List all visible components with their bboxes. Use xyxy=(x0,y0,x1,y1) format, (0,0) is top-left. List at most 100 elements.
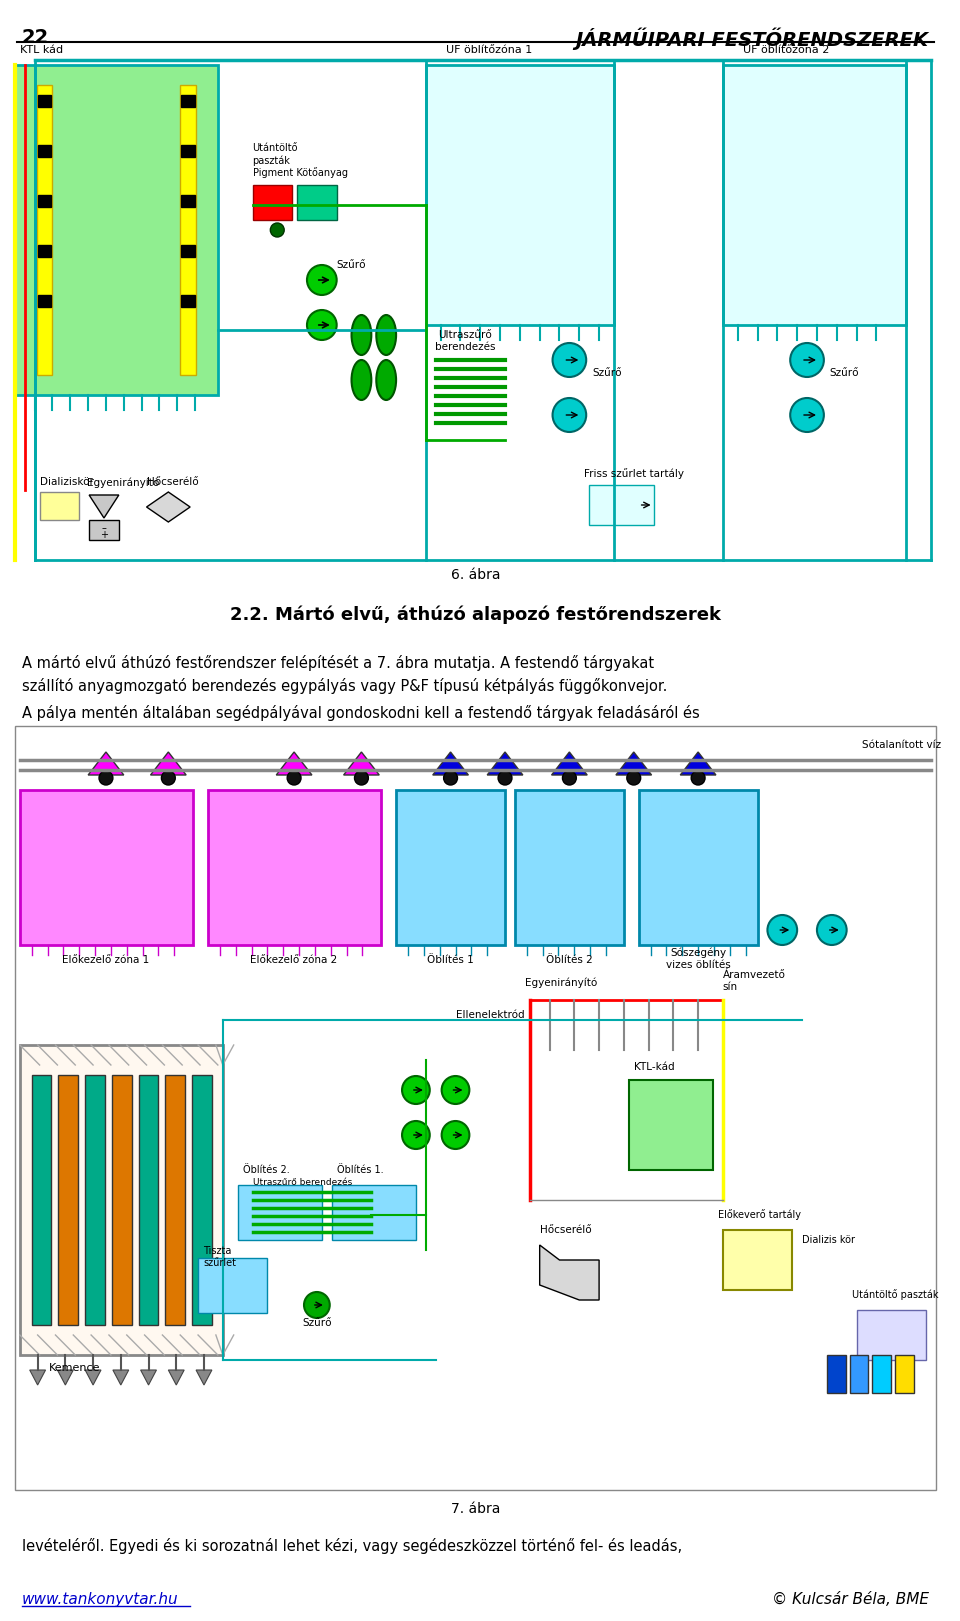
Polygon shape xyxy=(192,1075,212,1324)
Circle shape xyxy=(354,772,369,785)
Polygon shape xyxy=(616,752,652,775)
Ellipse shape xyxy=(376,314,396,355)
Polygon shape xyxy=(181,195,195,207)
Text: Előkeverő tartály: Előkeverő tartály xyxy=(718,1209,801,1221)
Polygon shape xyxy=(723,65,906,324)
Circle shape xyxy=(498,772,512,785)
Polygon shape xyxy=(37,195,52,207)
Polygon shape xyxy=(180,84,196,374)
Circle shape xyxy=(442,1076,469,1104)
Circle shape xyxy=(691,772,705,785)
Polygon shape xyxy=(89,520,119,540)
Circle shape xyxy=(444,772,458,785)
Text: Hőcserélő: Hőcserélő xyxy=(540,1225,591,1235)
Polygon shape xyxy=(181,245,195,258)
Text: paszták: paszták xyxy=(252,156,290,165)
Text: Utántöltő paszták: Utántöltő paszták xyxy=(852,1289,938,1300)
Text: Utraszűrő berendezés: Utraszűrő berendezés xyxy=(252,1178,351,1187)
Polygon shape xyxy=(37,144,52,157)
Polygon shape xyxy=(433,752,468,775)
Polygon shape xyxy=(895,1355,914,1392)
Text: 7. ábra: 7. ábra xyxy=(450,1503,500,1516)
Circle shape xyxy=(442,1122,469,1149)
Text: Szűrő: Szűrő xyxy=(592,368,622,378)
Text: Ellenelektród: Ellenelektród xyxy=(455,1010,524,1020)
Circle shape xyxy=(161,772,176,785)
Polygon shape xyxy=(181,144,195,157)
Polygon shape xyxy=(856,1310,925,1360)
Text: Előkezelő zóna 2: Előkezelő zóna 2 xyxy=(251,955,338,964)
Polygon shape xyxy=(396,789,505,945)
Polygon shape xyxy=(37,245,52,258)
Polygon shape xyxy=(589,485,654,525)
Polygon shape xyxy=(112,1075,132,1324)
Text: Utántöltő: Utántöltő xyxy=(252,143,298,152)
Text: Előkezelő zóna 1: Előkezelő zóna 1 xyxy=(62,955,150,964)
Circle shape xyxy=(402,1122,430,1149)
Circle shape xyxy=(271,224,284,237)
Text: Szűrő: Szűrő xyxy=(337,259,366,271)
Polygon shape xyxy=(181,295,195,306)
Text: 2.2. Mártó elvű, áthúzó alapozó festőrendszerek: 2.2. Mártó elvű, áthúzó alapozó festőren… xyxy=(229,605,721,624)
Text: Dializis kör: Dializis kör xyxy=(803,1235,855,1245)
Polygon shape xyxy=(181,96,195,107)
Polygon shape xyxy=(85,1075,105,1324)
Polygon shape xyxy=(238,1185,322,1240)
Text: A pálya mentén általában segédpályával gondoskodni kell a festendő tárgyak felad: A pálya mentén általában segédpályával g… xyxy=(22,705,700,721)
Polygon shape xyxy=(30,1370,45,1384)
Text: Dializiskör: Dializiskör xyxy=(39,477,93,486)
Text: Pigment Kötőanyag: Pigment Kötőanyag xyxy=(252,167,348,178)
Ellipse shape xyxy=(351,360,372,400)
Text: Öblítés 2.: Öblítés 2. xyxy=(243,1165,289,1175)
Polygon shape xyxy=(140,1370,156,1384)
Polygon shape xyxy=(681,752,716,775)
Polygon shape xyxy=(113,1370,129,1384)
Text: levételéről. Egyedi és ki sorozatnál lehet kézi, vagy segédeszközzel történő fel: levételéről. Egyedi és ki sorozatnál leh… xyxy=(22,1538,682,1555)
Polygon shape xyxy=(850,1355,869,1392)
Polygon shape xyxy=(37,96,52,107)
Text: 22: 22 xyxy=(22,28,49,47)
Polygon shape xyxy=(629,1080,713,1170)
Text: Áramvezető
sín: Áramvezető sín xyxy=(723,969,785,992)
Text: www.tankonyvtar.hu: www.tankonyvtar.hu xyxy=(22,1592,179,1606)
Polygon shape xyxy=(552,752,588,775)
Text: Kemence: Kemence xyxy=(49,1363,100,1373)
Polygon shape xyxy=(59,1075,78,1324)
Circle shape xyxy=(563,772,576,785)
Circle shape xyxy=(304,1292,329,1318)
Polygon shape xyxy=(36,84,53,374)
Text: Sószegény
vizes öblítés: Sószegény vizes öblítés xyxy=(665,948,731,969)
Polygon shape xyxy=(20,1046,223,1355)
Circle shape xyxy=(790,399,824,433)
Text: Egyenirányító: Egyenirányító xyxy=(525,977,597,989)
Circle shape xyxy=(307,310,337,340)
Polygon shape xyxy=(165,1075,185,1324)
Text: KTL kád: KTL kád xyxy=(20,45,63,55)
Polygon shape xyxy=(138,1075,158,1324)
Polygon shape xyxy=(540,1245,599,1300)
Circle shape xyxy=(553,344,587,378)
Polygon shape xyxy=(20,789,193,945)
Polygon shape xyxy=(515,789,624,945)
Text: szállító anyagmozgató berendezés egypályás vagy P&F típusú kétpályás függőkonvej: szállító anyagmozgató berendezés egypály… xyxy=(22,678,667,694)
Polygon shape xyxy=(168,1370,184,1384)
Polygon shape xyxy=(344,752,379,775)
Polygon shape xyxy=(39,493,80,520)
Circle shape xyxy=(790,344,824,378)
Text: Friss szűrlet tartály: Friss szűrlet tartály xyxy=(585,468,684,478)
Text: Öblítés 1: Öblítés 1 xyxy=(427,955,474,964)
Text: Szűrő: Szűrő xyxy=(829,368,859,378)
Text: JÁRMŰIPARI FESTŐRENDSZEREK: JÁRMŰIPARI FESTŐRENDSZEREK xyxy=(576,28,929,50)
Polygon shape xyxy=(332,1185,416,1240)
Polygon shape xyxy=(638,789,757,945)
Circle shape xyxy=(307,264,337,295)
Ellipse shape xyxy=(376,360,396,400)
Text: Öblítés 2: Öblítés 2 xyxy=(546,955,592,964)
Polygon shape xyxy=(196,1370,212,1384)
Text: Ultraszűrő
berendezés: Ultraszűrő berendezés xyxy=(435,331,495,352)
Polygon shape xyxy=(827,1355,846,1392)
Circle shape xyxy=(402,1076,430,1104)
Polygon shape xyxy=(37,295,52,306)
Polygon shape xyxy=(88,752,124,775)
Text: Hőcserélő: Hőcserélő xyxy=(147,477,198,486)
